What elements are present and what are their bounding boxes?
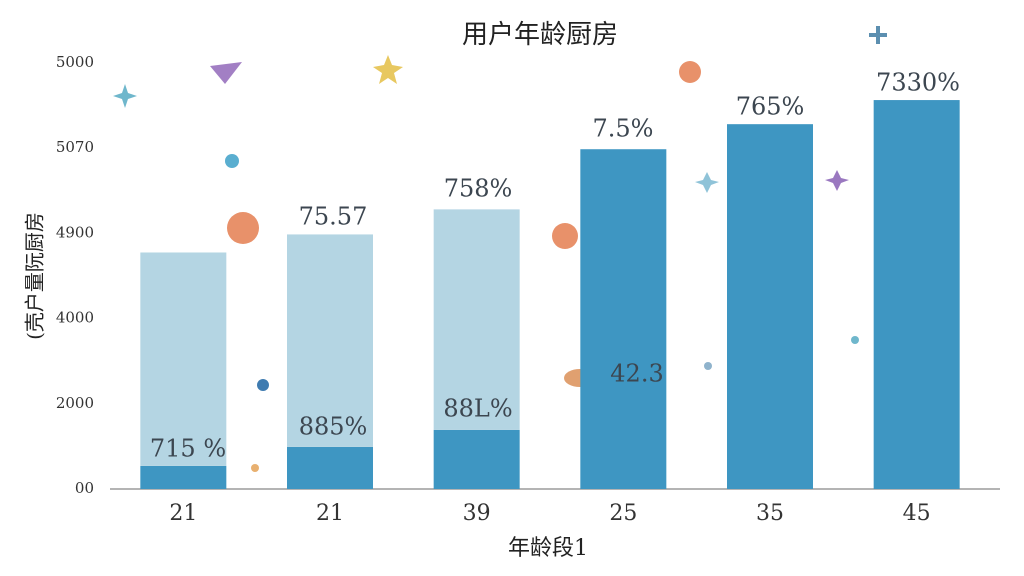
x-axis-label: 年龄段1 bbox=[508, 536, 588, 561]
annotation: 42.3 bbox=[610, 360, 663, 388]
annotation: 758% bbox=[444, 175, 513, 203]
y-tick-label: 4000 bbox=[56, 309, 94, 327]
x-tick-label: 45 bbox=[903, 501, 931, 526]
chart-title: 用户年龄厨房 bbox=[462, 20, 618, 50]
y-tick-label: 00 bbox=[75, 479, 94, 497]
x-tick-label: 25 bbox=[609, 501, 637, 526]
y-tick-label: 5070 bbox=[56, 138, 94, 156]
bar-segment bbox=[287, 446, 373, 489]
annotation: 7330% bbox=[876, 69, 960, 97]
y-tick-label: 2000 bbox=[56, 394, 94, 412]
x-tick-label: 21 bbox=[169, 501, 197, 526]
x-tick-label: 39 bbox=[463, 501, 491, 526]
y-tick-label: 5000 bbox=[56, 53, 94, 71]
y-tick-label: 4900 bbox=[56, 223, 94, 241]
x-tick-label: 21 bbox=[316, 501, 344, 526]
bar-segment bbox=[140, 465, 227, 489]
annotation: 715 % bbox=[150, 435, 226, 463]
annotation: 75.57 bbox=[299, 203, 368, 231]
annotation: 765% bbox=[736, 93, 805, 121]
bar-segment bbox=[433, 209, 520, 430]
bar-segment bbox=[727, 124, 813, 490]
annotation: 885% bbox=[299, 413, 368, 441]
bar-segment bbox=[873, 100, 960, 489]
bar-segment bbox=[140, 252, 227, 466]
x-tick-label: 35 bbox=[756, 501, 784, 526]
bar-segment bbox=[580, 149, 667, 489]
annotation: 7.5% bbox=[593, 115, 654, 143]
annotation: 88L% bbox=[443, 395, 512, 423]
bar-segment bbox=[433, 429, 520, 489]
bar-segment bbox=[287, 234, 373, 447]
y-axis-label: (壳户量阮厨房 bbox=[23, 212, 47, 340]
